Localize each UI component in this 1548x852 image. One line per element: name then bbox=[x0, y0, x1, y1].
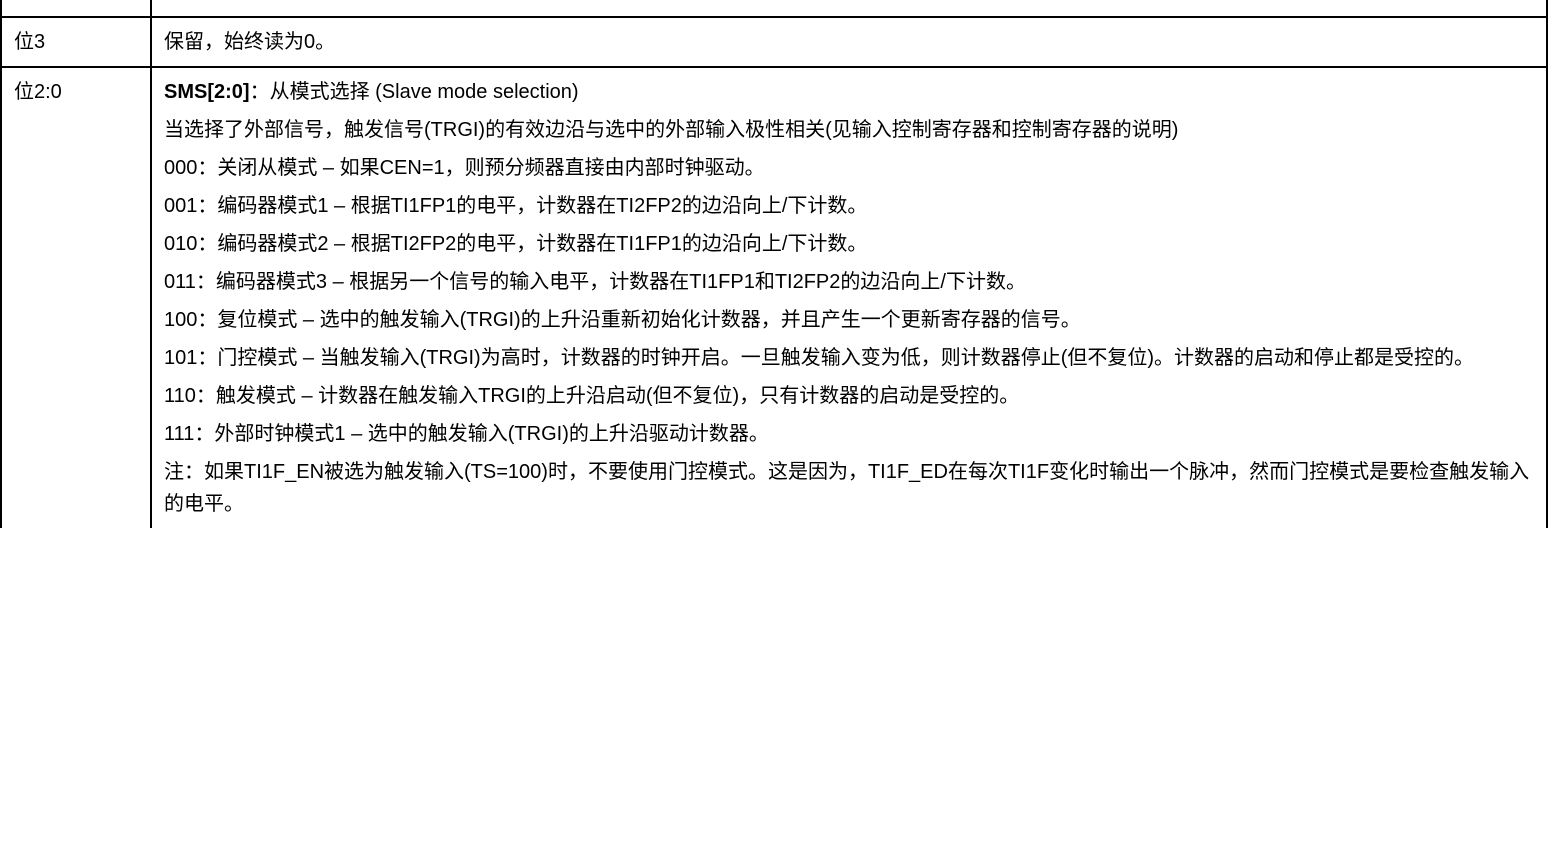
desc-paragraph: 001：编码器模式1 – 根据TI1FP1的电平，计数器在TI2FP2的边沿向上… bbox=[164, 190, 1534, 222]
bit-field-title: SMS[2:0]：从模式选择 (Slave mode selection) bbox=[164, 76, 1534, 108]
bit-field-name: SMS[2:0] bbox=[164, 81, 250, 103]
desc-paragraph: 010：编码器模式2 – 根据TI2FP2的电平，计数器在TI1FP1的边沿向上… bbox=[164, 228, 1534, 260]
desc-paragraph: 111：外部时钟模式1 – 选中的触发输入(TRGI)的上升沿驱动计数器。 bbox=[164, 418, 1534, 450]
desc-cell: SMS[2:0]：从模式选择 (Slave mode selection) 当选… bbox=[151, 67, 1547, 528]
desc-paragraph: 110：触发模式 – 计数器在触发输入TRGI的上升沿启动(但不复位)，只有计数… bbox=[164, 380, 1534, 412]
bit-cell: 位2:0 bbox=[1, 67, 151, 528]
register-bit-table: 位3 保留，始终读为0。 位2:0 SMS[2:0]：从模式选择 (Slave … bbox=[0, 0, 1548, 528]
bit-cell-cutoff bbox=[1, 0, 151, 17]
desc-cell-cutoff bbox=[151, 0, 1547, 17]
desc-paragraph: 011：编码器模式3 – 根据另一个信号的输入电平，计数器在TI1FP1和TI2… bbox=[164, 266, 1534, 298]
desc-cell: 保留，始终读为0。 bbox=[151, 17, 1547, 67]
bit-cell: 位3 bbox=[1, 17, 151, 67]
desc-paragraph: 100：复位模式 – 选中的触发输入(TRGI)的上升沿重新初始化计数器，并且产… bbox=[164, 304, 1534, 336]
desc-paragraph: 000：关闭从模式 – 如果CEN=1，则预分频器直接由内部时钟驱动。 bbox=[164, 152, 1534, 184]
desc-paragraph: 101：门控模式 – 当触发输入(TRGI)为高时，计数器的时钟开启。一旦触发输… bbox=[164, 342, 1534, 374]
table-row-cutoff-top bbox=[1, 0, 1547, 17]
desc-note: 注：如果TI1F_EN被选为触发输入(TS=100)时，不要使用门控模式。这是因… bbox=[164, 456, 1534, 520]
desc-paragraph: 当选择了外部信号，触发信号(TRGI)的有效边沿与选中的外部输入极性相关(见输入… bbox=[164, 114, 1534, 146]
bit-field-title-rest: ：从模式选择 (Slave mode selection) bbox=[250, 81, 579, 103]
table-row-bit2-0: 位2:0 SMS[2:0]：从模式选择 (Slave mode selectio… bbox=[1, 67, 1547, 528]
table-row-bit3: 位3 保留，始终读为0。 bbox=[1, 17, 1547, 67]
